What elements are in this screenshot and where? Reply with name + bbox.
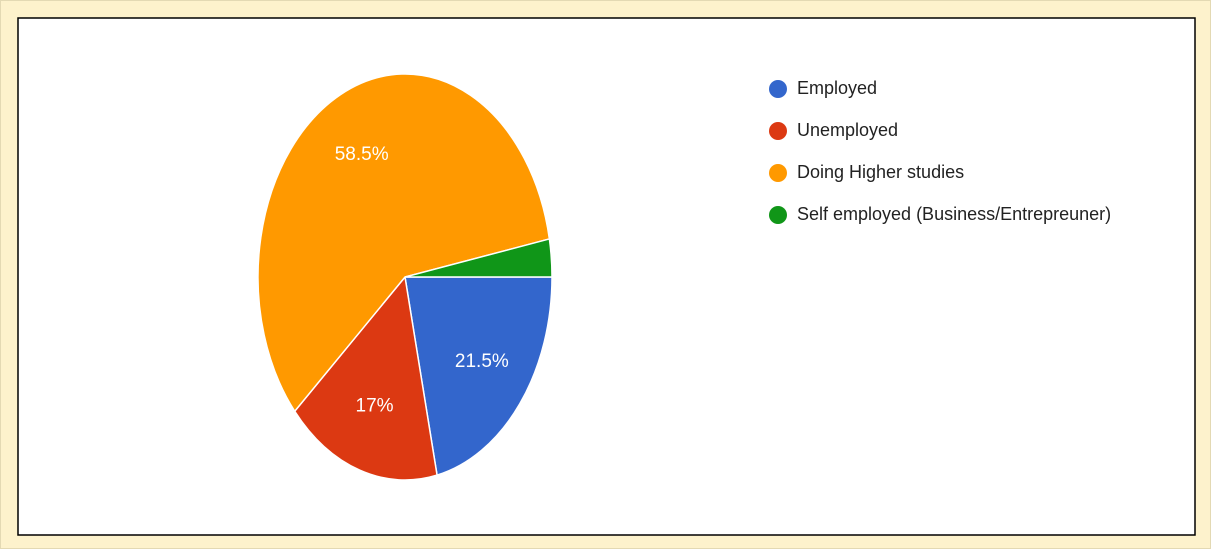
legend-label: Self employed (Business/Entrepreuner) — [797, 204, 1111, 224]
legend-swatch — [769, 80, 787, 98]
data-label: 58.5% — [335, 144, 389, 165]
pie-slice — [404, 238, 553, 278]
pie-slice — [257, 73, 551, 413]
pie-slice — [404, 276, 553, 477]
pie-slice — [293, 275, 438, 481]
legend-label: Unemployed — [797, 120, 898, 140]
legend-swatch — [769, 164, 787, 182]
data-label: 17% — [356, 395, 394, 416]
legend-swatch — [769, 206, 787, 224]
legend-swatch — [769, 122, 787, 140]
legend-label: Doing Higher studies — [797, 162, 964, 182]
chart-area — [17, 17, 1196, 536]
legend-label: Employed — [797, 78, 877, 98]
data-label: 21.5% — [455, 351, 509, 372]
